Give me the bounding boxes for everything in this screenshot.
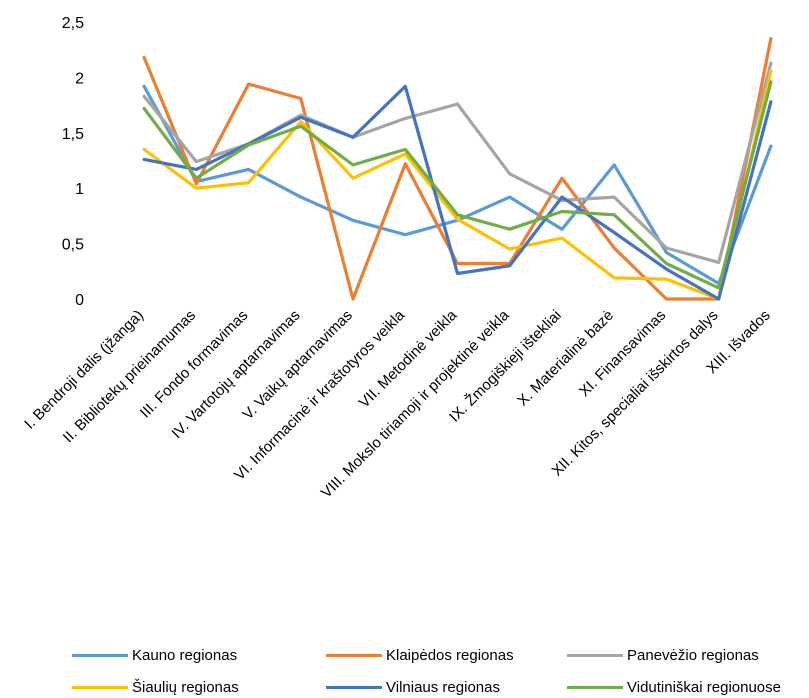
legend-label: Klaipėdos regionas — [386, 646, 514, 664]
legend-item: Vidutiniškai regionuose — [567, 676, 781, 698]
y-tick-label: 1,5 — [62, 126, 84, 143]
y-axis: 0 0,5 1 1,5 2 2,5 — [62, 15, 84, 309]
y-tick-label: 1 — [75, 181, 84, 198]
series-line-4 — [142, 69, 773, 301]
legend-label: Vidutiniškai regionuose — [627, 678, 781, 696]
x-tick-label: VIII. Mokslo tiriamoji ir projektinė vei… — [318, 306, 513, 501]
legend-swatch — [326, 685, 382, 689]
series-line-3 — [142, 61, 773, 264]
x-tick-label: X. Materialinė bazė — [514, 307, 617, 410]
legend-item: Šiaulių regionas — [72, 676, 239, 698]
x-axis-labels: I. Bendroji dalis (įžanga)II. Bibliotekų… — [21, 306, 774, 501]
x-tick-label: VII. Metodinė veikla — [356, 306, 461, 411]
legend-swatch — [567, 653, 623, 657]
legend-swatch — [567, 685, 623, 689]
legend-item: Vilniaus regionas — [326, 676, 500, 698]
legend-label: Kauno regionas — [132, 646, 238, 664]
y-tick-label: 2 — [75, 70, 84, 87]
y-tick-label: 0 — [75, 292, 84, 309]
line-chart: 0 0,5 1 1,5 2 2,5 I. Bendroji dalis (įžanga)I… — [21, 15, 774, 502]
legend-swatch — [72, 685, 128, 689]
legend-label: Šiaulių regionas — [132, 678, 239, 696]
legend-label: Panevėžio regionas — [627, 646, 759, 664]
series-line-6 — [142, 80, 773, 290]
legend-item: Panevėžio regionas — [567, 644, 759, 666]
y-tick-label: 0,5 — [62, 237, 84, 254]
legend-item: Klaipėdos regionas — [326, 644, 514, 666]
series-lines — [142, 36, 773, 301]
series-line-2 — [142, 36, 773, 301]
legend-item: Kauno regionas — [72, 644, 237, 666]
legend-swatch — [326, 653, 382, 657]
y-tick-label: 2,5 — [62, 15, 84, 32]
legend-swatch — [72, 653, 128, 657]
legend-label: Vilniaus regionas — [386, 678, 500, 696]
